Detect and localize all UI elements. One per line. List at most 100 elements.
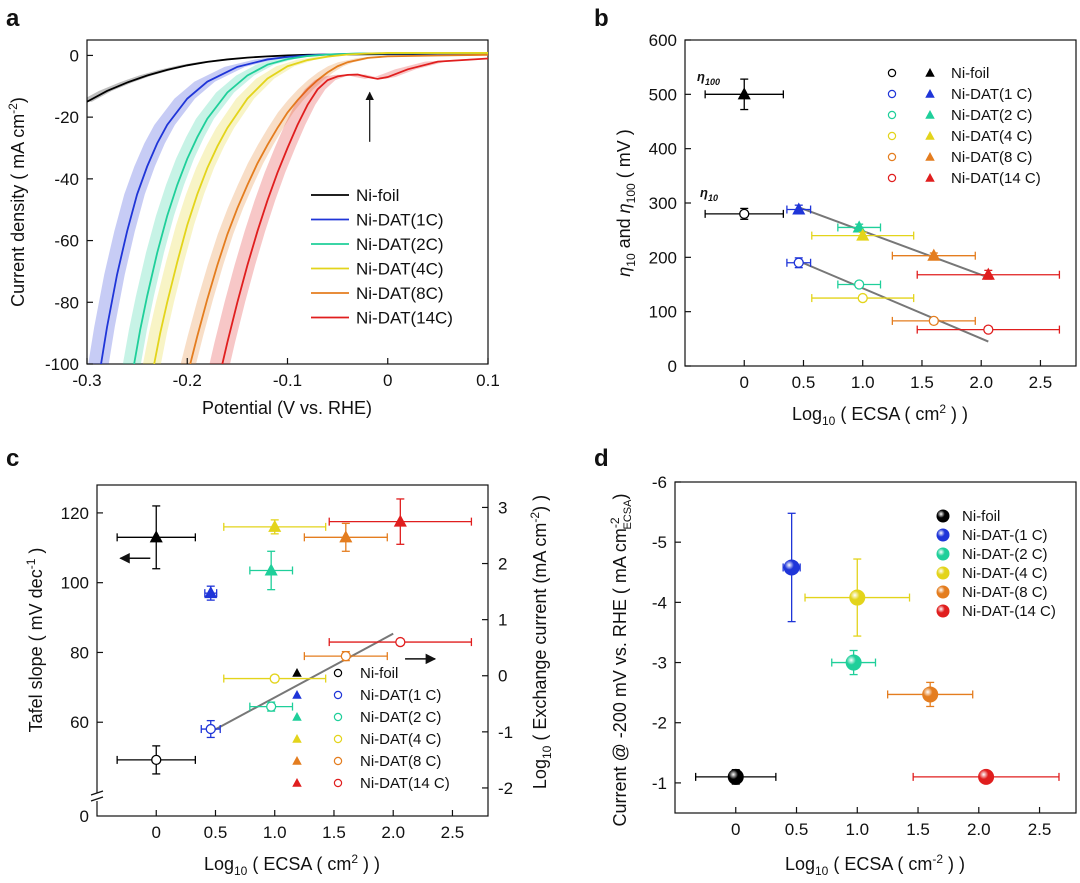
panel-c-point-tafel-slope-1c — [204, 586, 218, 599]
panel-a-x-tick-label: 0.1 — [476, 371, 500, 390]
panel-d-x-tick-label: 1.0 — [845, 820, 869, 839]
panel-a-band-ni-dat-4c- — [142, 52, 488, 364]
panel-c-point-exchange-current-ni-foil — [151, 754, 162, 766]
panel-d-legend-label: Ni-DAT-(8 C) — [962, 584, 1048, 601]
panel-a-series-line-ni-dat-8c- — [189, 53, 488, 364]
panel-c-point-tafel-slope-14c — [393, 514, 407, 527]
panel-a-legend-label: Ni-DAT(2C) — [356, 235, 444, 254]
panel-c-point-tafel-slope-2c — [264, 563, 278, 576]
panel-a-x-tick-label: -0.2 — [173, 371, 202, 390]
panel-b-legend-open-marker — [887, 110, 897, 120]
panel-d-y-tick-label: -6 — [652, 473, 667, 492]
panel-c-point-tafel-slope-4c — [268, 519, 282, 532]
panel-b-legend-label: Ni-DAT(8 C) — [951, 149, 1032, 166]
panel-c-y-axis-label: Tafel slope ( mV dec-1 ) — [24, 548, 46, 733]
panel-b-y-tick-label: 0 — [668, 357, 677, 376]
panel-b-point-eta100-14c — [981, 267, 995, 280]
panel-b-legend-label: Ni-DAT(2 C) — [951, 107, 1032, 124]
panel-d-y-tick-label: -4 — [652, 593, 667, 612]
panel-d-point-2c — [845, 654, 862, 671]
panel-d-ticks: 0 0.5 1.0 1.5 2.0 2.5 -1 -2 -3 -4 -5 -6 — [652, 473, 1051, 839]
panel-c-y2-tick-label: 1 — [498, 611, 507, 630]
panel-d-point-1c — [783, 559, 800, 576]
panel-c-y2-tick-label: -1 — [498, 723, 513, 742]
panel-b-point-eta10-1c — [793, 257, 804, 268]
panel-a-y-tick-label: -100 — [45, 355, 79, 374]
panel-b-legend-label: Ni-DAT(4 C) — [951, 128, 1032, 145]
panel-b-point-eta10-8c — [928, 315, 939, 327]
panel-a-y-tick-label: -80 — [54, 293, 79, 312]
panel-d-legend-label: Ni-foil — [962, 508, 1000, 525]
panel-b-y-tick-label: 300 — [649, 194, 677, 213]
panel-c-axis-break-mark — [90, 790, 104, 796]
panel-c-y-tick-label: 120 — [61, 504, 89, 523]
panel-c-y2-tick-label: -2 — [498, 779, 513, 798]
panel-d-legend-label: Ni-DAT-(2 C) — [962, 546, 1048, 563]
panel-c-x-tick-label: 2.5 — [441, 823, 465, 842]
panel-d-legend-marker — [936, 566, 950, 580]
panel-a-legend-label: Ni-DAT(1C) — [356, 211, 444, 230]
panel-b-eta10-label: η10 — [700, 185, 718, 203]
panel-b-y-tick-label: 400 — [649, 140, 677, 159]
panel-c-point-exchange-current-2c — [266, 701, 277, 712]
panel-d-legend-label: Ni-DAT-(1 C) — [962, 527, 1048, 544]
panel-a-band-ni-dat-14c- — [209, 58, 488, 364]
panel-a-legend-label: Ni-DAT(4C) — [356, 260, 444, 279]
panel-a-series-line-ni-dat-14c- — [221, 57, 488, 364]
panel-b-x-axis-label: Log10 ( ECSA ( cm2 ) ) — [792, 402, 968, 428]
panel-a-x-axis-label: Potential (V vs. RHE) — [202, 398, 372, 418]
panel-a-y-tick-label: -20 — [54, 108, 79, 127]
panel-b-x-tick-label: 1.5 — [910, 373, 934, 392]
panel-b-legend-triangle-marker — [925, 131, 935, 140]
panel-a-x-tick-label: -0.1 — [273, 371, 302, 390]
panel-c-y2-tick-label: 0 — [498, 667, 507, 686]
panel-a-ticks: -0.3 -0.2 -0.1 0 0.1 0 -20 -40 -60 -80 -100 — [45, 46, 500, 390]
panel-label-b: b — [594, 5, 609, 32]
panel-b-legend: Ni-foil Ni-DAT(1 C) Ni-DAT(2 C) Ni-DAT(4 C)… — [887, 65, 1041, 187]
panel-c-y2-tick-label: 3 — [498, 498, 507, 517]
panel-d-x-tick-label: 1.5 — [906, 820, 930, 839]
panel-b-point-eta100-8c — [927, 248, 941, 261]
panel-a-y-tick-label: 0 — [70, 46, 79, 65]
panel-b-plot-area — [704, 78, 1061, 343]
panel-b-ticks: 0 0.5 1.0 1.5 2.0 2.5 0 100 200 300 400 500 600 — [649, 31, 1053, 392]
panel-b-legend-open-marker — [887, 173, 897, 183]
panel-a-legend: Ni-foil Ni-DAT(1C) Ni-DAT(2C) Ni-DAT(4C) Ni-… — [311, 186, 453, 328]
panel-c-legend-triangle-marker — [292, 734, 302, 743]
panel-c-legend-label: Ni-foil — [360, 665, 398, 682]
panel-c-fit-line — [210, 632, 394, 733]
panel-d-legend-marker — [936, 585, 950, 599]
panel-c-legend-open-marker — [333, 778, 343, 788]
panel-b-fit-line-eta100 — [798, 206, 989, 279]
panel-a-series-line-ni-foil — [87, 53, 488, 103]
panel-c-y-tick-label: 80 — [70, 643, 89, 662]
panel-c-legend-open-marker — [333, 734, 343, 744]
panel-c-y2-axis-label: Log10 ( Exchange current (mA cm-2) ) — [528, 495, 554, 789]
panel-b-point-eta100-4c — [856, 228, 870, 241]
panel-c-y-tick-label: 100 — [61, 574, 89, 593]
panel-c-point-exchange-current-14c — [395, 636, 406, 648]
panel-b-y-tick-label: 200 — [649, 248, 677, 267]
panel-b-point-eta100-1c — [792, 202, 806, 215]
panel-c-y2-tick-label: 2 — [498, 555, 507, 574]
panel-b-legend-triangle-marker — [925, 110, 935, 119]
panel-a-legend-label: Ni-DAT(8C) — [356, 284, 444, 303]
panel-a-series-line-ni-dat-4c- — [153, 52, 488, 364]
panel-d-point-4c — [849, 589, 866, 606]
panel-c-legend-label: Ni-DAT(2 C) — [360, 709, 441, 726]
panel-b-point-eta10-14c — [983, 324, 994, 335]
panel-b-point-eta100-ni-foil — [737, 87, 751, 100]
panel-label-d: d — [594, 445, 609, 472]
panel-b-legend-triangle-marker — [925, 68, 935, 77]
panel-d-point-8c — [922, 686, 939, 703]
panel-a-legend-label: Ni-DAT(14C) — [356, 309, 453, 328]
panel-d-point-14c — [978, 768, 995, 785]
panel-d-legend-label: Ni-DAT-(4 C) — [962, 565, 1048, 582]
panel-c-x-axis-label: Log10 ( ECSA ( cm2 ) ) — [204, 852, 380, 878]
panel-d-legend-label: Ni-DAT-(14 C) — [962, 603, 1056, 620]
panel-b-legend-open-marker — [887, 152, 897, 162]
panel-c-legend-triangle-marker — [292, 690, 302, 699]
panel-c-frame — [96, 484, 489, 817]
panel-b-legend-label: Ni-DAT(14 C) — [951, 170, 1041, 187]
